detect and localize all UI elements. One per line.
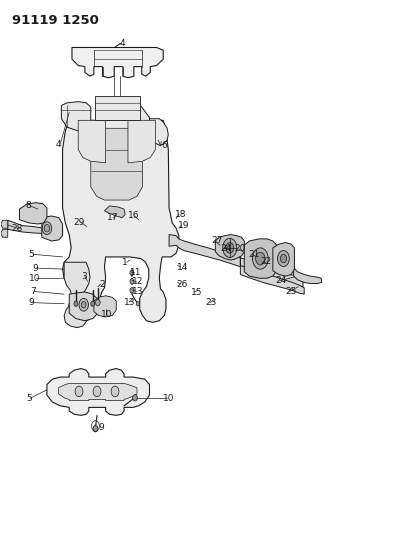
Text: 4: 4 <box>119 39 125 48</box>
Text: 28: 28 <box>11 224 23 233</box>
Circle shape <box>91 301 95 306</box>
Circle shape <box>133 394 138 401</box>
Circle shape <box>79 298 88 311</box>
Circle shape <box>44 224 50 232</box>
Circle shape <box>136 302 140 306</box>
Polygon shape <box>128 120 155 163</box>
Polygon shape <box>241 255 304 294</box>
Text: 9: 9 <box>32 264 38 272</box>
Text: 4: 4 <box>56 140 61 149</box>
Polygon shape <box>59 383 137 400</box>
Text: 1: 1 <box>122 258 128 266</box>
Text: 8: 8 <box>25 201 31 211</box>
Text: 24: 24 <box>275 276 286 285</box>
Circle shape <box>252 248 268 269</box>
Polygon shape <box>72 47 163 78</box>
Circle shape <box>226 243 234 253</box>
Polygon shape <box>273 243 294 276</box>
Polygon shape <box>1 220 8 228</box>
Text: 5: 5 <box>26 394 32 403</box>
Text: 6: 6 <box>162 141 167 150</box>
Text: 5: 5 <box>28 250 34 259</box>
Polygon shape <box>91 128 142 200</box>
Polygon shape <box>62 120 179 322</box>
Text: 18: 18 <box>175 210 187 219</box>
Text: 10: 10 <box>29 274 41 283</box>
Text: 3: 3 <box>81 272 87 281</box>
Polygon shape <box>105 206 125 217</box>
Polygon shape <box>1 229 8 237</box>
Text: 9: 9 <box>28 298 34 307</box>
Text: 10: 10 <box>101 310 112 319</box>
Polygon shape <box>61 102 91 131</box>
Circle shape <box>75 386 83 397</box>
Circle shape <box>81 302 86 308</box>
Circle shape <box>111 386 119 397</box>
Polygon shape <box>244 239 277 278</box>
Text: 9: 9 <box>99 423 105 432</box>
Text: 29: 29 <box>73 218 85 227</box>
Text: 23: 23 <box>206 298 217 307</box>
Text: 24: 24 <box>220 245 231 254</box>
Text: 13: 13 <box>132 287 143 296</box>
Text: 13: 13 <box>124 297 136 306</box>
Text: 12: 12 <box>132 277 143 286</box>
Polygon shape <box>64 262 90 328</box>
Polygon shape <box>69 292 99 321</box>
Polygon shape <box>8 220 62 235</box>
Text: 25: 25 <box>286 287 297 296</box>
Text: 7: 7 <box>30 287 36 296</box>
Text: 16: 16 <box>128 212 140 221</box>
Circle shape <box>42 222 51 235</box>
Text: 14: 14 <box>177 263 188 271</box>
Circle shape <box>255 252 265 265</box>
Text: 11: 11 <box>130 269 142 277</box>
Text: 27: 27 <box>211 237 223 246</box>
Circle shape <box>130 288 134 293</box>
Circle shape <box>95 300 100 306</box>
Polygon shape <box>47 368 149 415</box>
Text: 20: 20 <box>235 245 246 254</box>
Polygon shape <box>20 203 47 224</box>
Circle shape <box>93 425 98 432</box>
Circle shape <box>74 301 78 306</box>
Text: 91119 1250: 91119 1250 <box>13 14 99 27</box>
Circle shape <box>130 270 134 276</box>
Text: 15: 15 <box>191 287 202 296</box>
Text: 10: 10 <box>163 394 175 403</box>
Polygon shape <box>130 101 168 146</box>
Polygon shape <box>42 216 62 241</box>
Polygon shape <box>94 296 116 317</box>
Text: 22: 22 <box>261 257 272 265</box>
Polygon shape <box>169 235 303 287</box>
Circle shape <box>277 251 289 266</box>
Text: 2: 2 <box>100 279 105 288</box>
Text: 17: 17 <box>107 213 118 222</box>
Circle shape <box>280 254 286 263</box>
Circle shape <box>93 386 101 397</box>
Circle shape <box>223 238 237 257</box>
Text: 26: 26 <box>176 279 187 288</box>
Polygon shape <box>78 120 106 163</box>
Text: 21: 21 <box>248 251 260 260</box>
Polygon shape <box>215 235 244 260</box>
Polygon shape <box>294 249 322 284</box>
Polygon shape <box>95 96 140 120</box>
Circle shape <box>130 279 134 284</box>
Text: 19: 19 <box>178 221 189 230</box>
